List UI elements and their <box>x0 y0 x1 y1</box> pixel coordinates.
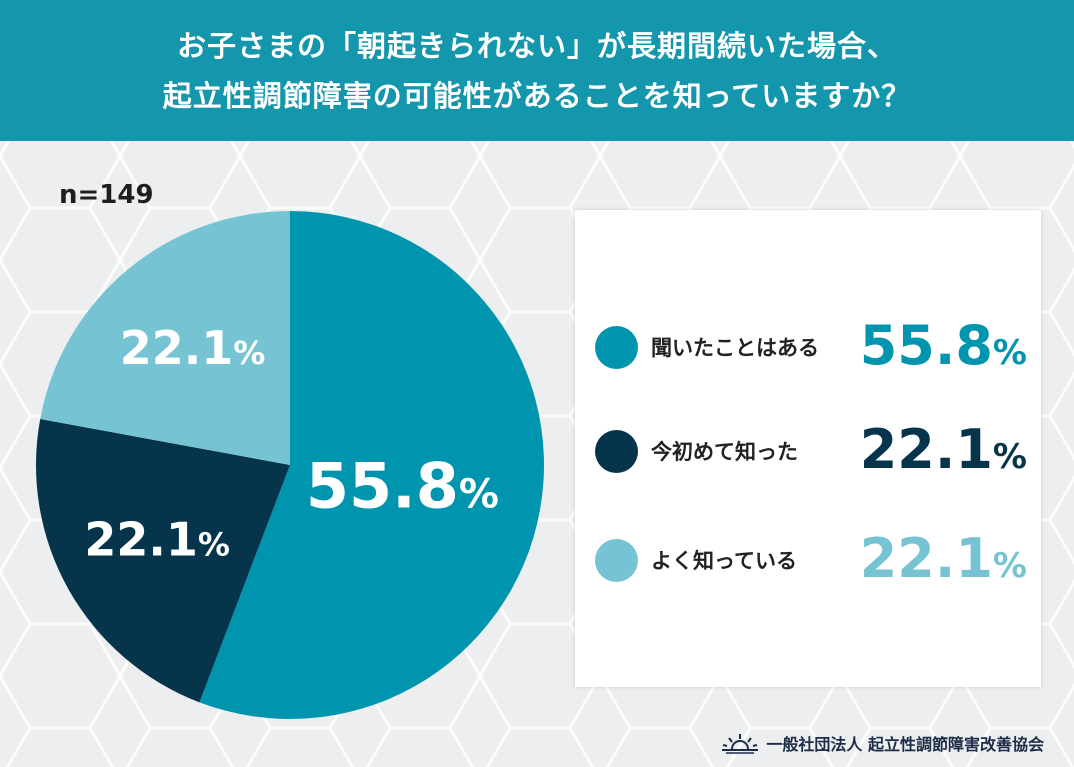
legend-value-number: 22.1 <box>859 418 993 481</box>
legend-panel: 聞いたことはある 55.8% 今初めて知った 22.1% よく知っている 22.… <box>575 210 1041 687</box>
legend-label: 今初めて知った <box>651 440 798 464</box>
sample-size-label: n=149 <box>59 180 154 210</box>
legend-value-number: 22.1 <box>859 527 993 590</box>
legend-value: 55.8% <box>860 314 1027 377</box>
legend-label: よく知っている <box>651 549 797 573</box>
legend-item-heard: 聞いたことはある 55.8% <box>575 308 1041 388</box>
legend-value-unit: % <box>992 333 1027 373</box>
pie-slice-heard <box>199 211 545 719</box>
footer-credit: 一般社団法人 起立性調節障害改善協会 <box>720 731 1044 755</box>
legend-item-know-well: よく知っている 22.1% <box>575 521 1041 601</box>
pie-data-label: 55.8% <box>306 450 499 523</box>
title-line-1: お子さまの「朝起きられない」が長期間続いた場合、 <box>176 28 897 63</box>
pie-chart: 55.8% 22.1% 22.1% <box>35 211 545 719</box>
pie-slice-first-time <box>35 418 290 703</box>
legend-value: 22.1% <box>860 527 1027 590</box>
pie-slice-know-well <box>40 211 290 465</box>
pie-data-label: 22.1% <box>84 513 230 567</box>
legend-value-number: 55.8 <box>859 314 993 377</box>
legend-item-first-time: 今初めて知った 22.1% <box>575 412 1041 492</box>
legend-value-unit: % <box>992 546 1027 586</box>
legend-label: 聞いたことはある <box>651 336 819 360</box>
pie-data-label: 22.1% <box>120 321 266 375</box>
title-line-2: 起立性調節障害の可能性があることを知っていますか？ <box>162 78 912 113</box>
legend-swatch <box>595 430 638 473</box>
legend-swatch <box>595 326 638 369</box>
title-banner: お子さまの「朝起きられない」が長期間続いた場合、 起立性調節障害の可能性があるこ… <box>0 0 1074 141</box>
legend-value: 22.1% <box>860 418 1027 481</box>
sunrise-icon <box>722 734 759 754</box>
legend-swatch <box>595 539 638 582</box>
legend-value-unit: % <box>992 437 1027 477</box>
organization-name: 一般社団法人 起立性調節障害改善協会 <box>766 735 1044 754</box>
